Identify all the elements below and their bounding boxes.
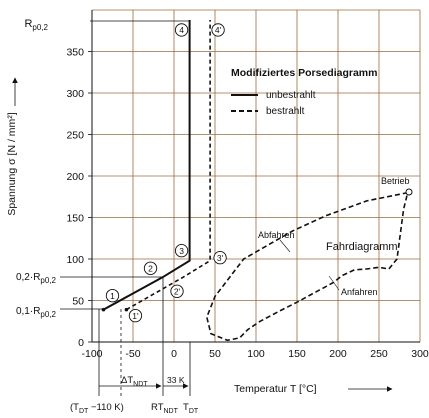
x-tick-label: -100	[81, 348, 102, 360]
annotation-betrieb: Betrieb	[381, 176, 410, 186]
series-line-unbestrahlt	[103, 20, 191, 311]
rp02-01-label: 0,1·Rp0,2	[16, 306, 57, 319]
annotation-anfahren: Anfahren	[341, 287, 378, 297]
tdt-minus-110-label: (TDT −110 K)	[70, 402, 124, 415]
marked-point-circle	[105, 288, 120, 303]
fahrdiagramm-curve	[205, 191, 409, 342]
y-tick-label: 250	[66, 130, 84, 142]
tdt-label: TDT	[183, 402, 199, 415]
marked-point-circle	[174, 244, 189, 258]
y-special-labels: Rp0,2 0,2·Rp0,2 0,1·Rp0,2	[16, 18, 57, 319]
marked-point-label: 1	[110, 291, 115, 301]
y-tick-label: 200	[66, 171, 84, 183]
marked-point-circle	[213, 251, 227, 265]
legend-label-bestrahlt: bestrahlt	[266, 106, 305, 117]
x-tick-label: 50	[209, 348, 221, 360]
rp02-label: Rp0,2	[24, 18, 48, 32]
x-tick-labels: -100 -50 0 50 100 150 200 250 300	[81, 348, 428, 360]
delta-tndt-label: ΔTNDT	[121, 375, 148, 388]
marked-point-label: 4	[179, 25, 184, 35]
x-tick-label: 100	[247, 348, 265, 360]
rtndt-label: RTNDT	[151, 402, 179, 415]
marked-point-label: 2	[148, 263, 153, 273]
y-tick-label: 50	[72, 296, 84, 308]
x-tick-label: -50	[125, 348, 140, 360]
y-tick-labels: 0 50 100 150 200 250 300 350	[66, 47, 92, 349]
series-line-bestrahlt	[126, 20, 211, 311]
legend-title: Modifiziertes Porsediagramm	[231, 67, 377, 79]
x-tick-label: 250	[370, 348, 388, 360]
x-axis-title: Temperatur T [°C]	[234, 383, 317, 395]
marked-point-circle	[211, 23, 225, 37]
rp02-02-label: 0,2·Rp0,2	[16, 272, 57, 285]
x-tick-label: 0	[171, 348, 177, 360]
marked-point-label: 3	[179, 246, 184, 256]
betrieb-marker	[405, 188, 413, 196]
x-tick-label: 300	[411, 348, 429, 360]
marked-point-circle	[143, 261, 158, 275]
abfahren-pointer	[279, 239, 291, 253]
grid-lines	[92, 9, 421, 342]
marked-point-label: 2'	[174, 286, 181, 296]
bottom-annotations: (TDT −110 K) ΔTNDT 33 K RTNDT TDT	[70, 375, 199, 415]
legend: Modifiziertes Porsediagramm unbestrahlt …	[231, 67, 377, 117]
marked-points: 1 2 3 4 1' 2' 3' 4'	[101, 23, 227, 323]
x-tick-label: 200	[329, 348, 347, 360]
marked-point-label: 3'	[217, 253, 224, 263]
y-axis-title: Spannung σ [N / mm²]	[6, 112, 18, 215]
k33-label: 33 K	[167, 375, 185, 385]
reference-lines	[60, 20, 191, 396]
x-tick-label: 150	[288, 348, 306, 360]
y-tick-label: 300	[66, 88, 84, 100]
marked-point-dot	[124, 307, 129, 312]
legend-label-unbestrahlt: unbestrahlt	[266, 90, 316, 101]
fahrdiagramm-title: Fahrdiagramm	[326, 241, 398, 253]
marked-point-label: 1'	[132, 311, 139, 321]
marked-point-label: 4'	[215, 25, 222, 35]
marked-point-dot	[101, 307, 106, 312]
anfahren-pointer	[328, 275, 340, 291]
y-tick-label: 100	[66, 254, 84, 266]
y-tick-label: 0	[78, 337, 84, 349]
marked-point-circle	[128, 308, 143, 323]
marked-point-circle	[174, 23, 189, 37]
y-tick-label: 150	[66, 213, 84, 225]
y-tick-label: 350	[66, 47, 84, 59]
annotation-abfahren: Abfahren	[258, 230, 295, 240]
marked-point-circle	[170, 284, 184, 298]
